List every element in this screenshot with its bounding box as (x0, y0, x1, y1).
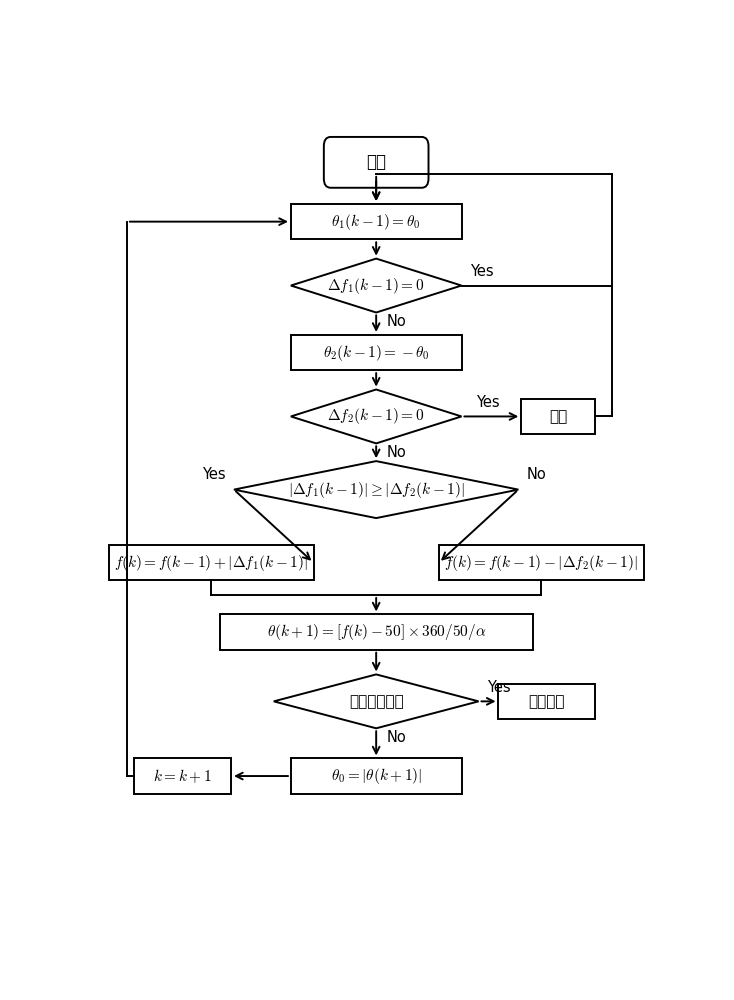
Bar (219, 614, 533, 650)
Text: $k=k+1$: $k=k+1$ (153, 767, 212, 785)
Polygon shape (291, 389, 462, 443)
Text: No: No (386, 445, 406, 460)
Text: $\theta_1(k-1)=\theta_0$: $\theta_1(k-1)=\theta_0$ (332, 212, 421, 232)
Text: No: No (386, 314, 406, 329)
Polygon shape (274, 674, 479, 728)
Bar (134, 758, 231, 794)
Text: Yes: Yes (487, 680, 511, 695)
Bar (521, 399, 595, 434)
Bar (439, 545, 644, 580)
Polygon shape (291, 259, 462, 312)
Bar (109, 545, 313, 580)
Text: $\theta_0=|\theta(k+1)|$: $\theta_0=|\theta(k+1)|$ (330, 766, 422, 786)
Text: Yes: Yes (470, 264, 494, 279)
Text: 检测结束: 检测结束 (528, 694, 565, 709)
Bar (291, 204, 462, 239)
Text: No: No (527, 467, 547, 482)
FancyBboxPatch shape (324, 137, 429, 188)
Text: 开始: 开始 (366, 153, 386, 171)
Polygon shape (234, 461, 518, 518)
Text: 延时: 延时 (549, 409, 567, 424)
Bar (498, 684, 595, 719)
Text: Yes: Yes (202, 467, 225, 482)
Text: $|\Delta f_1(k-1)|\geq|\Delta f_2(k-1)|$: $|\Delta f_1(k-1)|\geq|\Delta f_2(k-1)|$ (288, 480, 465, 500)
Text: 发生孤岛现象: 发生孤岛现象 (349, 694, 404, 709)
Text: $\Delta f_1(k-1)=0$: $\Delta f_1(k-1)=0$ (327, 276, 425, 296)
Text: $f(k)=f(k-1)+|\Delta f_1(k-1)|$: $f(k)=f(k-1)+|\Delta f_1(k-1)|$ (115, 553, 308, 573)
Bar (291, 758, 462, 794)
Text: No: No (386, 730, 406, 745)
Text: $\theta(k+1)=[f(k)-50]\times360/50/\alpha$: $\theta(k+1)=[f(k)-50]\times360/50/\alph… (266, 622, 486, 642)
Text: $\Delta f_2(k-1)=0$: $\Delta f_2(k-1)=0$ (327, 406, 425, 426)
Text: Yes: Yes (476, 395, 499, 410)
Text: $f(k)=f(k-1)-|\Delta f_2(k-1)|$: $f(k)=f(k-1)-|\Delta f_2(k-1)|$ (444, 553, 638, 573)
Text: $\theta_2(k-1)=-\theta_0$: $\theta_2(k-1)=-\theta_0$ (323, 343, 429, 363)
Bar (291, 335, 462, 370)
